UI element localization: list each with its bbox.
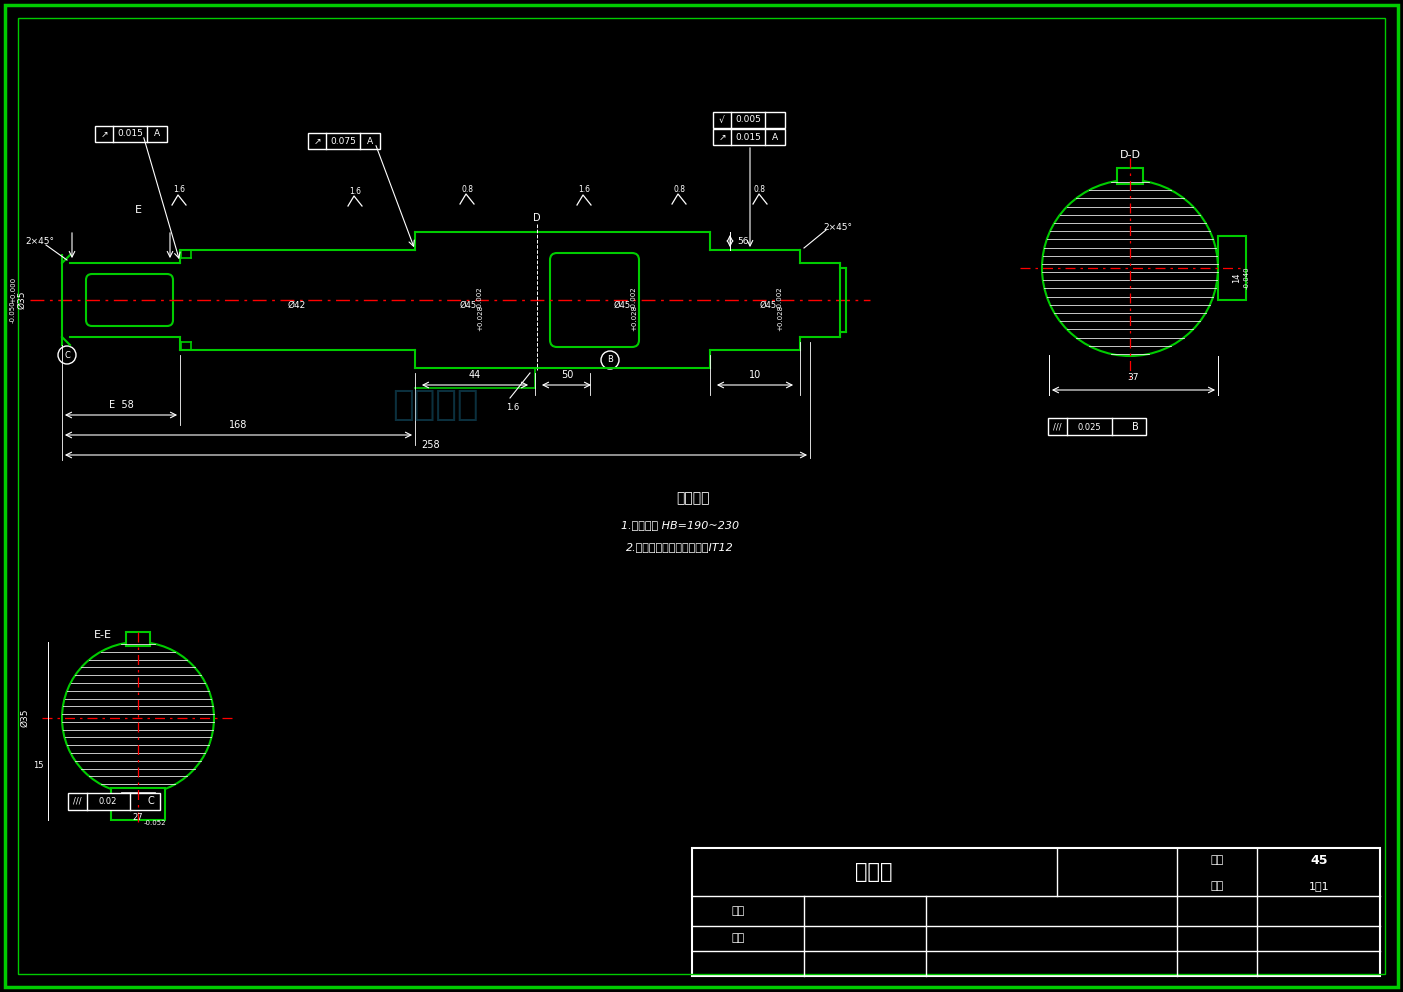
Text: 0.8: 0.8 [673,185,685,193]
Text: -0.002: -0.002 [777,287,783,310]
Text: 0.005: 0.005 [735,115,760,125]
Text: -0.050: -0.050 [10,301,15,323]
Text: D-D: D-D [1120,150,1141,160]
Text: 1：1: 1：1 [1309,881,1329,891]
Text: 0.025: 0.025 [1078,423,1101,432]
Text: ///: /// [73,797,81,806]
Text: A: A [772,133,779,142]
Text: ///: /// [1052,423,1061,432]
Text: Ø42: Ø42 [288,301,306,310]
Bar [67,793,160,810]
FancyBboxPatch shape [550,253,638,347]
Text: 37: 37 [1127,374,1139,383]
Bar [111,788,166,820]
Text: √: √ [720,115,725,125]
Text: -0.002: -0.002 [631,287,637,310]
Text: A: A [154,130,160,139]
Text: B: B [1132,422,1138,432]
Text: C: C [147,796,154,806]
Text: +0.028: +0.028 [477,305,483,331]
Text: 0.015: 0.015 [116,130,143,139]
Text: ↗: ↗ [718,133,725,142]
Text: -0.040: -0.040 [1244,267,1250,290]
Text: +0.028: +0.028 [631,305,637,331]
Text: ↗: ↗ [100,130,108,139]
Text: -0.052: -0.052 [143,820,166,826]
Bar [1048,418,1146,435]
Text: 14: 14 [1232,273,1242,284]
Text: ↗: ↗ [313,137,321,146]
Bar [713,129,786,145]
Text: B: B [607,355,613,364]
Text: 2.未标注尺寸偏差处精度为IT12: 2.未标注尺寸偏差处精度为IT12 [626,542,734,552]
Text: 0.02: 0.02 [98,797,118,806]
Text: 50: 50 [561,370,574,380]
Text: 2×45°: 2×45° [824,223,853,232]
Text: 258: 258 [422,440,441,450]
Text: 比例: 比例 [1211,881,1223,891]
Bar [309,133,380,149]
Text: 1.调质处理 HB=190~230: 1.调质处理 HB=190~230 [622,520,739,530]
Text: 0.075: 0.075 [330,137,356,146]
Text: 技术要求: 技术要求 [676,491,710,505]
Text: 1.6: 1.6 [349,186,361,195]
Text: 设计: 设计 [731,906,745,916]
Text: +0.000: +0.000 [10,277,15,304]
Text: 15: 15 [34,761,43,770]
Text: 56: 56 [737,236,749,245]
Text: 1.6: 1.6 [173,186,185,194]
Bar [713,112,786,128]
Text: 27: 27 [133,813,143,822]
Text: 输出轴: 输出轴 [856,862,892,882]
Text: Ø35: Ø35 [21,708,29,727]
Text: Ø45: Ø45 [613,301,630,310]
Text: 大大文库: 大大文库 [391,388,478,422]
Bar [1117,168,1143,184]
Text: C: C [65,350,70,359]
Text: 材料: 材料 [1211,855,1223,865]
Bar [126,632,150,646]
Text: D: D [533,213,540,223]
Bar [692,848,1381,976]
Text: 0.8: 0.8 [753,185,766,193]
FancyBboxPatch shape [86,274,173,326]
Text: A: A [368,137,373,146]
Text: E: E [135,205,142,215]
Text: 45: 45 [1310,853,1327,866]
Text: 0.015: 0.015 [735,133,760,142]
Text: E  58: E 58 [108,400,133,410]
Text: 168: 168 [229,420,247,430]
Text: 10: 10 [749,370,760,380]
Text: 1.6: 1.6 [578,186,591,194]
Bar [1218,236,1246,300]
Bar [95,126,167,142]
Text: 0.8: 0.8 [462,185,473,193]
Text: 44: 44 [469,370,481,380]
Text: Ø45: Ø45 [459,301,477,310]
Text: +0.028: +0.028 [777,305,783,331]
Text: -0.002: -0.002 [477,287,483,310]
Text: Ø35: Ø35 [17,291,27,310]
Text: Ø45: Ø45 [759,301,777,310]
Text: 1.6: 1.6 [506,404,519,413]
Text: 审核: 审核 [731,933,745,943]
Text: E-E: E-E [94,630,112,640]
Text: 2×45°: 2×45° [25,236,55,245]
